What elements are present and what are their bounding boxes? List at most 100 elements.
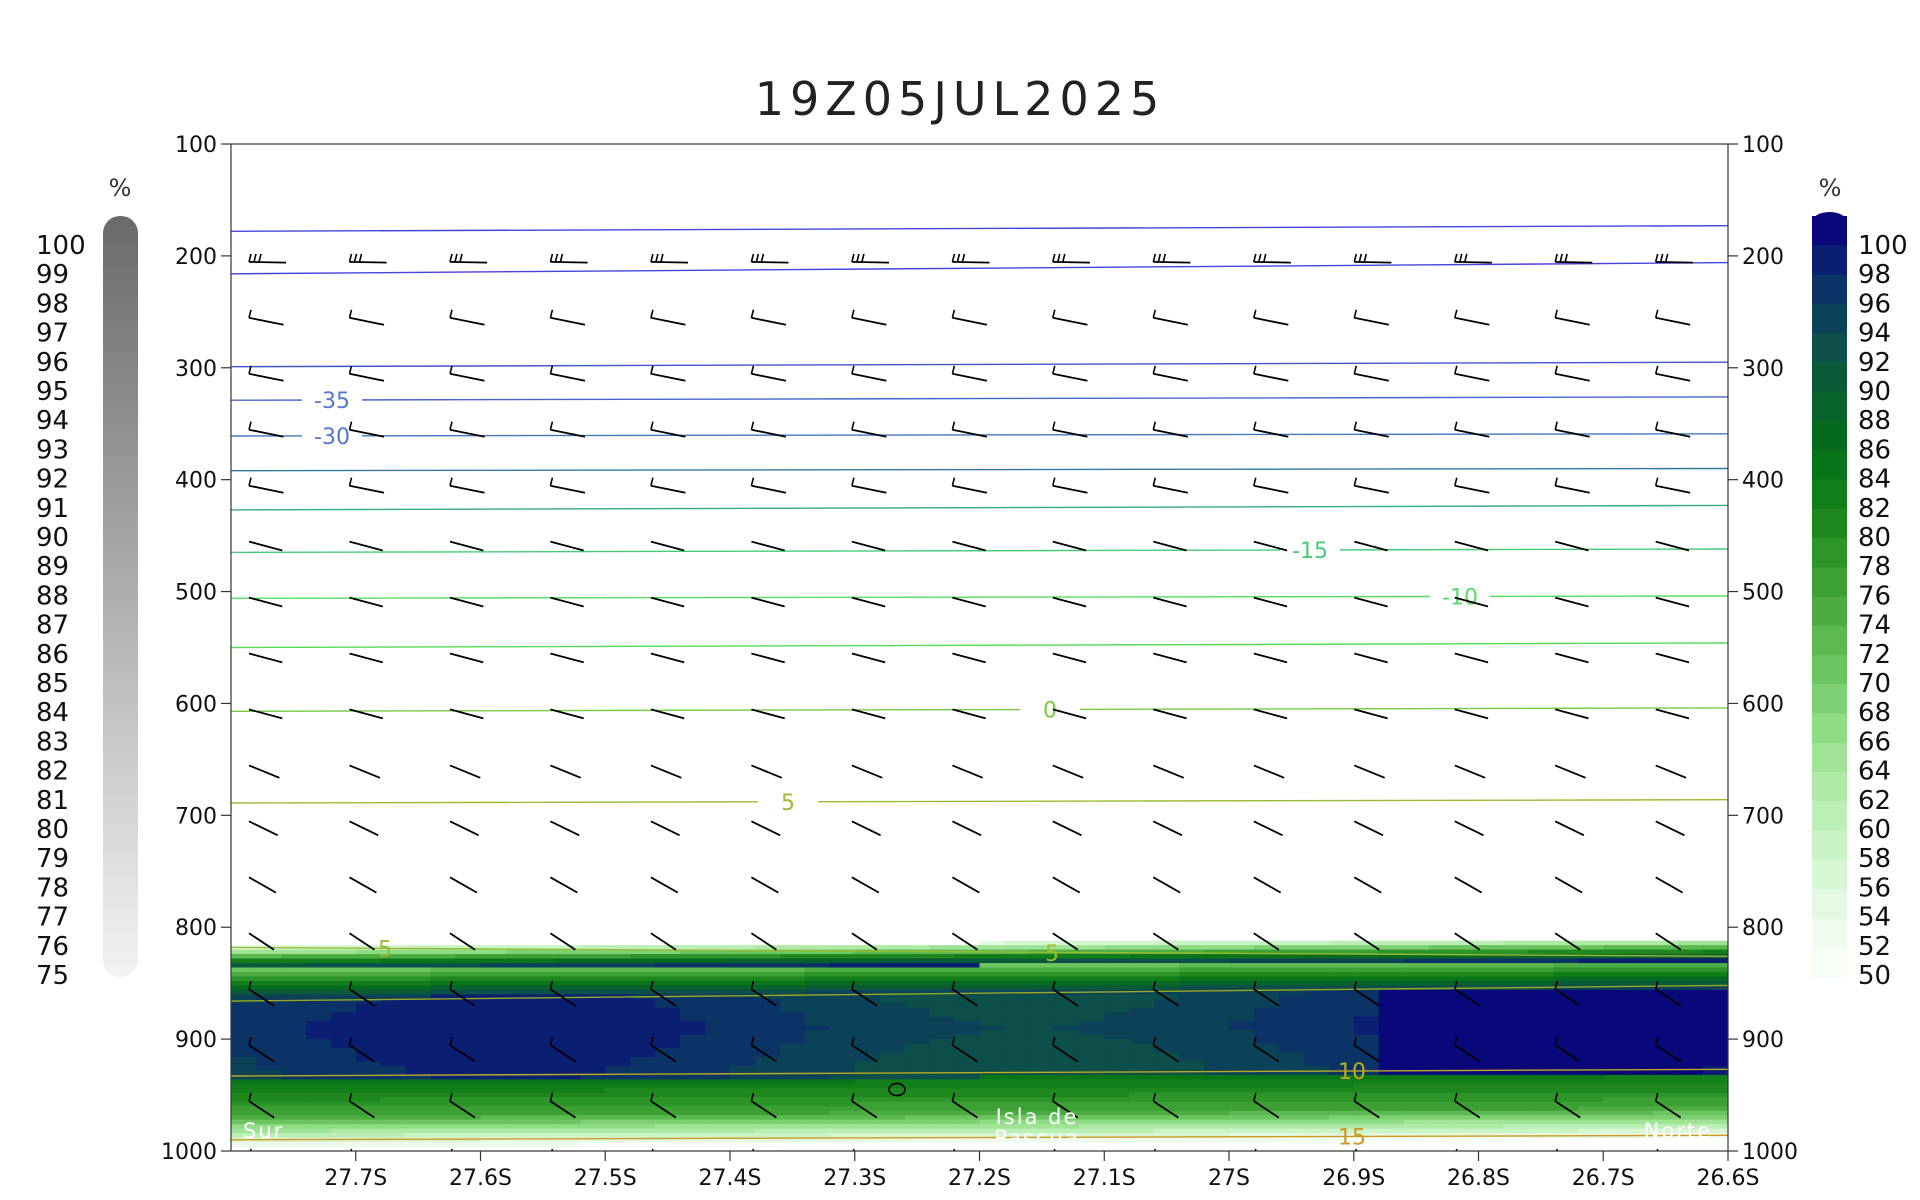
humidity-cell [1478, 1070, 1505, 1076]
humidity-cell [405, 1061, 432, 1067]
temperature-contour-line [231, 225, 1728, 232]
humidity-cell [1179, 980, 1205, 987]
wind-barb-flag [650, 1092, 654, 1102]
wind-barb-flag [1152, 1036, 1157, 1046]
humidity-cell [480, 1074, 507, 1080]
humidity-cell [1553, 1092, 1579, 1098]
humidity-cell [505, 1092, 531, 1098]
wind-barb [1454, 708, 1489, 720]
humidity-cell [1528, 994, 1554, 1000]
humidity-cell [730, 1003, 756, 1009]
humidity-cell [680, 1039, 706, 1045]
humidity-cell [730, 1097, 756, 1103]
humidity-cell [1054, 971, 1080, 978]
humidity-cell [1453, 1048, 1480, 1054]
humidity-cell [829, 971, 856, 978]
humidity-cell [779, 963, 806, 969]
humidity-cell [355, 1137, 382, 1143]
humidity-cell [280, 989, 307, 995]
humidity-cell [630, 1034, 656, 1040]
wind-barb-flag [1459, 253, 1463, 263]
humidity-cell [1378, 1007, 1405, 1013]
y-tick-label: 500 [175, 581, 217, 606]
humidity-cell [605, 1128, 631, 1134]
humidity-cell [1029, 976, 1055, 982]
wind-barb [549, 932, 576, 951]
humidity-cell [280, 1048, 307, 1054]
humidity-cell [380, 1124, 407, 1130]
humidity-cell [1079, 954, 1105, 960]
humidity-cell [1303, 1083, 1330, 1089]
humidity-cell [1453, 1034, 1480, 1040]
humidity-cell [1278, 1025, 1305, 1031]
humidity-cell [655, 976, 681, 982]
humidity-cell [1553, 1101, 1579, 1107]
humidity-cell [1154, 1088, 1180, 1094]
humidity-cell [929, 1043, 956, 1049]
humidity-cell [1528, 998, 1554, 1004]
humidity-cell [1378, 1097, 1405, 1103]
humidity-cell [829, 1124, 856, 1130]
humidity-cell [1378, 1065, 1405, 1072]
humidity-cell [1578, 945, 1604, 951]
humidity-cell [630, 1070, 656, 1076]
humidity-cell [779, 1003, 806, 1009]
humidity-cell [1278, 1133, 1305, 1139]
humidity-cell [1653, 1061, 1679, 1067]
humidity-cell [1253, 980, 1280, 987]
humidity-cell [879, 1128, 906, 1134]
humidity-cell [1628, 998, 1654, 1004]
right-colorbar-label: 50 [1858, 961, 1891, 991]
humidity-cell [1703, 1083, 1728, 1089]
humidity-cell [1378, 954, 1405, 960]
right-colorbar-swatch [1812, 889, 1847, 919]
humidity-cell [1628, 989, 1654, 995]
humidity-cell [904, 963, 931, 969]
humidity-cell [779, 1110, 806, 1116]
humidity-cell [530, 949, 556, 955]
humidity-cell [1553, 1124, 1579, 1130]
humidity-cell [730, 1128, 756, 1134]
humidity-cell [1079, 1106, 1105, 1112]
wind-barb [550, 540, 584, 552]
humidity-cell [1129, 1030, 1155, 1036]
humidity-cell [1403, 963, 1430, 969]
humidity-cell [355, 1088, 382, 1094]
humidity-cell [1478, 1048, 1505, 1054]
humidity-cell [680, 1043, 706, 1049]
right-colorbar-swatch [1812, 625, 1847, 656]
humidity-cell [1179, 1124, 1205, 1130]
humidity-cell [255, 1007, 282, 1013]
wind-barb-flag [750, 421, 755, 430]
humidity-cell [680, 1065, 706, 1072]
humidity-cell [1553, 1007, 1579, 1013]
wind-barb [1052, 316, 1088, 326]
humidity-cell [1678, 1025, 1704, 1031]
humidity-cell [680, 1061, 706, 1067]
wind-barb [1353, 1044, 1380, 1063]
humidity-cell [605, 1048, 631, 1054]
humidity-cell [1104, 1021, 1130, 1027]
humidity-cell [1403, 989, 1430, 995]
humidity-cell [1378, 994, 1405, 1000]
humidity-cell [280, 994, 307, 1000]
humidity-cell [405, 976, 432, 982]
y-tick-label: 1000 [161, 1140, 217, 1165]
wind-barb [650, 428, 686, 438]
wind-barb [951, 1100, 978, 1119]
humidity-cell [1004, 1110, 1030, 1116]
humidity-cell [480, 1012, 507, 1018]
humidity-cell [1054, 1043, 1080, 1049]
humidity-cell [1353, 1083, 1380, 1089]
humidity-cell [480, 1016, 507, 1022]
wind-barb [1655, 261, 1693, 264]
wind-barb-flag [1353, 309, 1358, 318]
humidity-cell [405, 958, 432, 964]
humidity-cell [255, 989, 282, 995]
humidity-cell [1653, 1039, 1679, 1045]
humidity-cell [1378, 1137, 1405, 1143]
humidity-cell [1503, 958, 1529, 964]
humidity-cell [1453, 940, 1480, 946]
humidity-cell [979, 980, 1006, 987]
humidity-cell [979, 1128, 1006, 1134]
